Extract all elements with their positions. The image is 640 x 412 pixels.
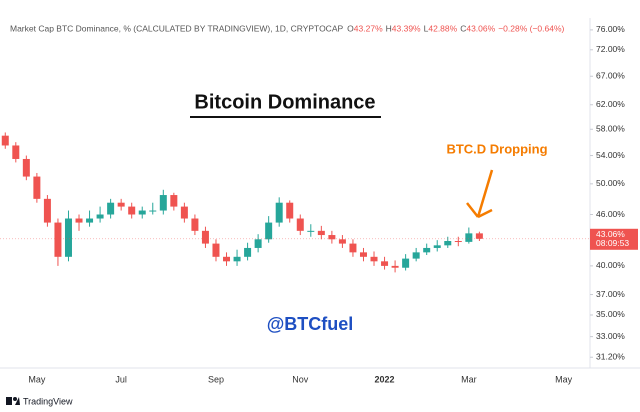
candle-body [233,256,241,262]
candle-body [423,247,431,253]
ohlc-letter: O [347,23,354,33]
candle-body [338,239,346,244]
ohlc-letter: H [386,23,392,33]
candle-body [180,206,188,219]
candle-body [191,218,199,231]
candle-body [201,230,209,244]
candle-body [33,176,41,199]
candle-body [149,210,157,212]
candle-body [286,202,294,219]
y-tick-label: 50.00% [596,178,625,188]
candle-body [1,135,9,146]
candle-body [170,195,178,207]
candle-body [86,218,94,223]
candle-body [349,243,357,253]
annotation-arrow [466,169,494,219]
candle-body [454,241,462,243]
candle-body [317,230,325,236]
x-tick-label: Nov [292,374,309,384]
y-tick-label: 76.00% [596,24,625,34]
x-tick-label: Mar [461,374,477,384]
candle-body [223,256,231,262]
y-tick-label: 33.00% [596,331,625,341]
candle-body [96,214,104,219]
y-tick-label: 67.00% [596,70,625,80]
candle-body [475,233,483,239]
y-tick-label: 62.00% [596,99,625,109]
change-value: −0.28% (−0.64%) [498,23,564,33]
candle-body [296,218,304,231]
candle-body [12,145,20,159]
y-tick-label: 58.00% [596,124,625,134]
chart-title: Bitcoin Dominance [194,91,375,113]
ohlc-value: 42.88% [428,23,457,33]
ohlc-letter: C [460,23,466,33]
symbol-header: Market Cap BTC Dominance, % (CALCULATED … [10,23,343,33]
candle-body [307,230,315,232]
candle-body [22,158,30,177]
candle-body [444,241,452,246]
candle-body [412,252,420,259]
y-tick-label: 40.00% [596,260,625,270]
x-tick-label: Jul [115,374,127,384]
candle-body [117,202,125,207]
candle-body [64,218,72,257]
y-tick-label: 31.20% [596,351,625,361]
watermark: @BTCfuel [267,314,354,334]
candle-body [107,202,115,215]
tradingview-logo [6,397,20,405]
candle-body [159,195,167,211]
candle-body [275,202,283,223]
candle-body [75,218,83,223]
candle-body [391,265,399,268]
candle-body [244,247,252,257]
x-tick-label: May [28,374,46,384]
y-tick-label: 37.00% [596,289,625,299]
countdown-label: 08:09:53 [596,238,629,248]
ohlc-letter: L [424,23,429,33]
last-price-box [590,228,638,250]
candle-body [402,258,410,268]
x-tick-label: Sep [208,374,224,384]
candle-body [43,198,51,223]
y-tick-label: 46.00% [596,209,625,219]
candle-body [138,210,146,215]
candle-body [128,206,136,215]
candle-body [328,235,336,240]
candle-body [54,222,62,257]
y-tick-label: 72.00% [596,44,625,54]
annotation: BTC.D Dropping [446,141,547,156]
candle-body [359,252,367,257]
candle-body [212,243,220,257]
y-tick-label: 35.00% [596,309,625,319]
footer-brand: TradingView [23,396,73,406]
candle-body [433,245,441,248]
candle-body [370,256,378,262]
candle-body [381,261,389,266]
candle-body [265,222,273,240]
ohlc-value: 43.39% [392,23,421,33]
candle-body [465,233,473,242]
last-price-label: 43.06% [596,229,625,239]
candle-body [254,239,262,248]
ohlc-value: 43.06% [466,23,495,33]
y-tick-label: 54.00% [596,150,625,160]
x-tick-label: May [555,374,573,384]
ohlc-value: 43.27% [354,23,383,33]
x-tick-label: 2022 [375,374,395,384]
